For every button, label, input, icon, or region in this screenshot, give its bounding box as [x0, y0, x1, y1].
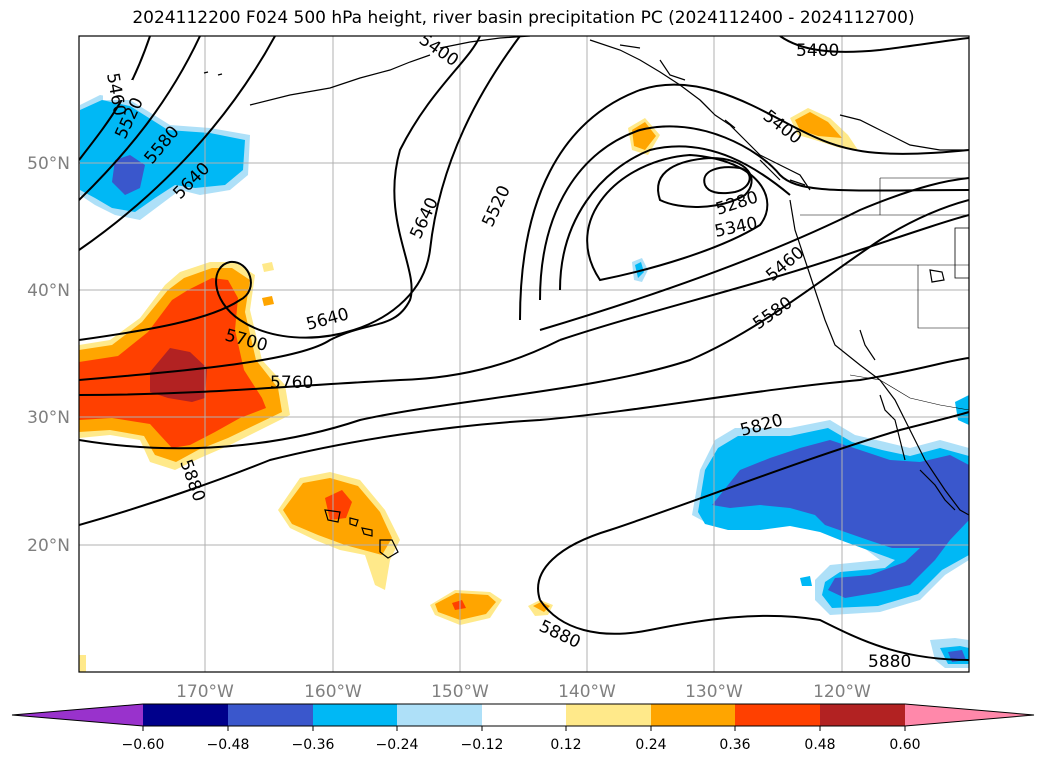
contour-label: 5880 — [868, 652, 911, 672]
colorbar-segment — [735, 704, 820, 726]
lon-label: 140°W — [558, 682, 616, 702]
colorbar-segment — [566, 704, 651, 726]
lat-label: 20°N — [27, 536, 70, 556]
colorbar-tick-label: 0.48 — [804, 737, 835, 753]
lat-label: 40°N — [27, 281, 70, 301]
colorbar-tick-label: 0.60 — [889, 737, 920, 753]
coastlines — [203, 36, 969, 559]
colorbar-segment — [651, 704, 735, 726]
colorbar-tick-label: −0.24 — [376, 737, 419, 753]
lat-label: 50°N — [27, 154, 70, 174]
lon-label: 170°W — [176, 682, 234, 702]
lon-label: 120°W — [813, 682, 871, 702]
map-axis-labels: 170°W 160°W 150°W 140°W 130°W 120°W 50°N… — [27, 154, 871, 702]
colorbar-segment — [397, 704, 482, 726]
map-area: 5460 5520 5580 5640 5700 5400 5400 5400 … — [79, 36, 969, 672]
colorbar-tick-label: 0.12 — [550, 737, 581, 753]
colorbar-tick-label: −0.60 — [122, 737, 165, 753]
lon-label: 160°W — [304, 682, 362, 702]
colorbar-segment — [143, 704, 228, 726]
lat-label: 30°N — [27, 408, 70, 428]
lon-label: 130°W — [685, 682, 743, 702]
colorbar-tick-label: 0.24 — [635, 737, 666, 753]
lon-label: 150°W — [431, 682, 489, 702]
contour-label: 5760 — [270, 373, 313, 393]
colorbar-segment — [313, 704, 397, 726]
colorbar-extend-low — [12, 704, 143, 726]
precip-shading — [79, 95, 969, 672]
contour-label: 5400 — [796, 41, 839, 61]
colorbar-tick-label: −0.36 — [292, 737, 335, 753]
colorbar-tick-label: −0.12 — [461, 737, 504, 753]
colorbar-tick-label: 0.36 — [719, 737, 750, 753]
colorbar-segment — [482, 704, 566, 726]
map-frame — [78, 35, 970, 673]
colorbar-segment — [820, 704, 905, 726]
colorbar-extend-high — [905, 704, 1034, 726]
colorbar-tick-label: −0.48 — [207, 737, 250, 753]
map-gridlines — [79, 36, 969, 672]
height-contours — [79, 36, 969, 661]
colorbar-segment — [228, 704, 313, 726]
map-title: 2024112200 F024 500 hPa height, river ba… — [132, 8, 915, 28]
colorbar: −0.60 −0.48 −0.36 −0.24 −0.12 0.12 0.24 … — [11, 703, 1035, 753]
